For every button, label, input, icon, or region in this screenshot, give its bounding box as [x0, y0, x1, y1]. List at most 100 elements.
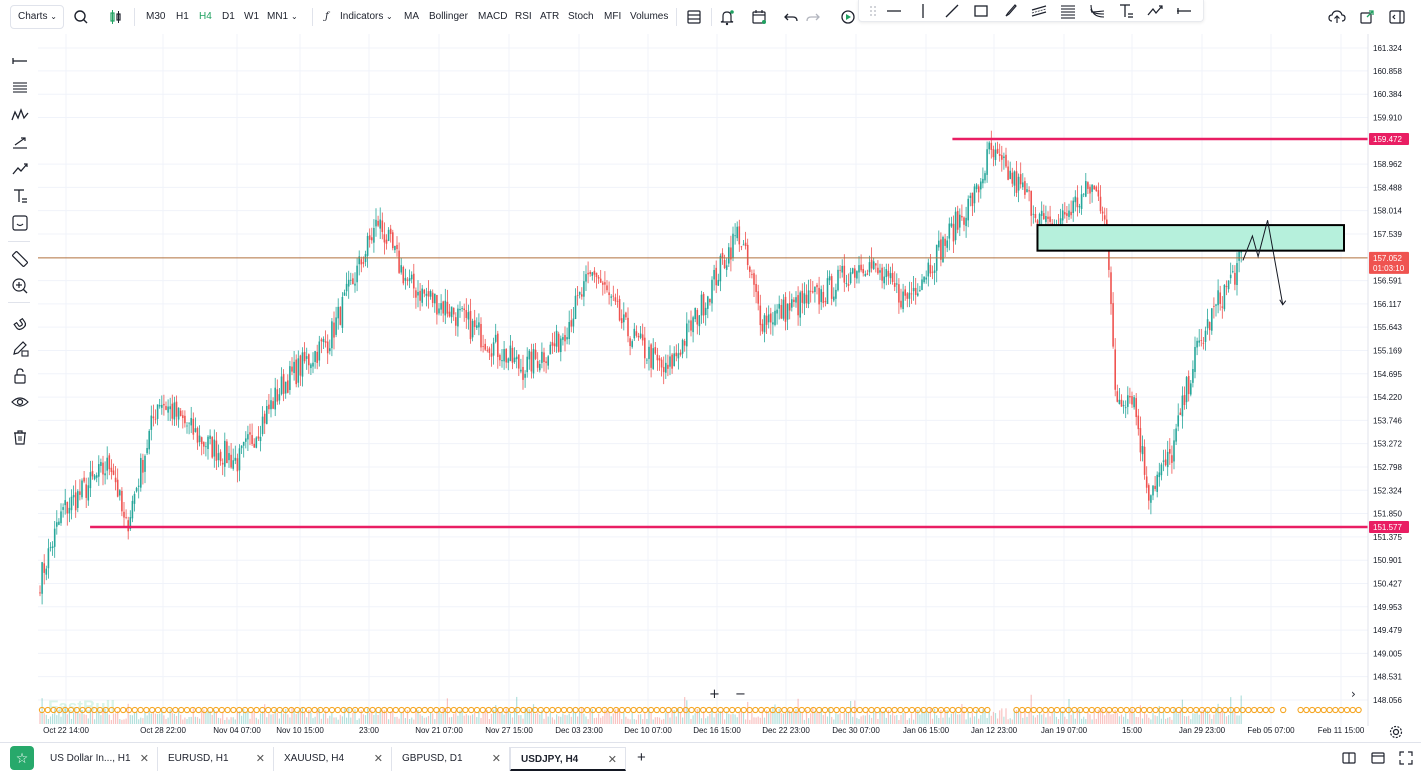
tab-eurusd[interactable]: EURUSD, H1 ✕ [158, 747, 274, 771]
trend-line-icon[interactable] [941, 0, 963, 22]
event-marker[interactable] [1042, 706, 1049, 714]
fullscreen-icon[interactable] [1398, 750, 1414, 766]
event-marker[interactable] [160, 706, 167, 714]
event-marker[interactable] [415, 706, 423, 714]
indicators-button[interactable]: Indicators [340, 11, 384, 22]
emoji-icon[interactable] [9, 212, 31, 234]
event-marker[interactable] [1256, 706, 1264, 714]
event-marker[interactable] [172, 706, 179, 714]
event-marker[interactable] [56, 706, 63, 714]
projection-path[interactable] [1242, 220, 1287, 306]
event-marker[interactable] [299, 706, 307, 714]
event-marker[interactable] [1169, 706, 1177, 714]
event-marker[interactable] [1048, 706, 1055, 714]
function-icon[interactable]: ƒ [325, 11, 329, 22]
event-marker[interactable] [1117, 706, 1124, 714]
rectangle-icon[interactable] [970, 0, 992, 22]
event-marker[interactable] [543, 706, 550, 714]
event-marker[interactable] [711, 706, 718, 714]
event-marker[interactable] [189, 706, 196, 714]
event-marker[interactable] [108, 706, 115, 714]
event-marker[interactable] [1314, 706, 1322, 714]
event-marker[interactable] [868, 706, 875, 714]
event-marker[interactable] [218, 706, 225, 714]
event-marker[interactable] [421, 706, 428, 714]
event-marker[interactable] [1193, 706, 1200, 714]
calendar-icon[interactable] [748, 6, 770, 28]
event-marker[interactable] [485, 706, 492, 714]
settings-gear-icon[interactable] [1388, 724, 1404, 740]
event-marker[interactable] [427, 706, 434, 714]
event-marker[interactable] [410, 706, 417, 714]
event-marker[interactable] [1082, 706, 1090, 714]
layout-split-icon[interactable] [1341, 750, 1357, 766]
event-marker[interactable] [1158, 706, 1165, 714]
charts-dropdown[interactable]: Charts ⌄ [10, 5, 64, 29]
event-marker[interactable] [787, 706, 794, 714]
event-marker[interactable] [827, 706, 834, 714]
event-marker[interactable] [984, 706, 991, 714]
event-marker[interactable] [526, 706, 533, 714]
event-marker[interactable] [404, 706, 411, 714]
event-marker[interactable] [241, 706, 249, 714]
event-marker[interactable] [566, 706, 573, 714]
event-marker[interactable] [502, 706, 510, 714]
close-icon[interactable]: ✕ [491, 753, 501, 765]
event-marker[interactable] [572, 706, 579, 714]
event-marker[interactable] [178, 706, 185, 714]
event-marker[interactable] [647, 706, 655, 714]
price-axis[interactable]: 161.324160.858160.384159.910158.962158.4… [1373, 44, 1402, 705]
event-marker[interactable] [1297, 706, 1304, 714]
event-marker[interactable] [700, 706, 707, 714]
window-icon[interactable] [1370, 750, 1386, 766]
event-marker[interactable] [1227, 706, 1235, 714]
indicator-ma[interactable]: MA [404, 11, 419, 22]
event-marker[interactable] [1053, 706, 1061, 714]
event-marker[interactable] [1262, 706, 1269, 714]
zoom-in-button[interactable]: + [709, 687, 720, 702]
event-marker[interactable] [1123, 706, 1130, 714]
event-marker[interactable] [1019, 706, 1026, 714]
event-marker[interactable] [386, 706, 394, 714]
event-marker[interactable] [1343, 706, 1351, 714]
event-marker[interactable] [50, 706, 57, 714]
event-marker[interactable] [1164, 706, 1171, 714]
chevron-down-icon[interactable]: ⌄ [291, 12, 298, 21]
event-marker[interactable] [1152, 706, 1159, 714]
event-marker[interactable] [1280, 706, 1287, 714]
event-marker[interactable] [943, 706, 950, 714]
event-marker[interactable] [462, 706, 469, 714]
event-marker[interactable] [972, 706, 979, 714]
timeframe-h1[interactable]: H1 [176, 11, 189, 22]
event-marker[interactable] [926, 706, 933, 714]
measure-icon[interactable] [1173, 0, 1195, 22]
chevron-down-icon[interactable]: ⌄ [386, 12, 393, 21]
event-marker[interactable] [723, 706, 730, 714]
price-chart[interactable]: FastBull 161.324160.858160.384159.910158… [38, 34, 1421, 726]
event-marker[interactable] [369, 706, 376, 714]
event-marker[interactable] [1245, 706, 1252, 714]
event-marker[interactable] [1030, 706, 1037, 714]
event-marker[interactable] [665, 706, 672, 714]
indicator-rsi[interactable]: RSI [515, 11, 532, 22]
event-marker[interactable] [589, 706, 597, 714]
close-icon[interactable]: ✕ [139, 753, 149, 765]
event-marker[interactable] [850, 706, 858, 714]
event-marker[interactable] [201, 706, 208, 714]
event-marker[interactable] [450, 706, 457, 714]
event-marker[interactable] [613, 706, 620, 714]
event-marker[interactable] [763, 706, 771, 714]
chevron-right-icon[interactable]: › [1351, 687, 1356, 701]
event-marker[interactable] [1146, 706, 1153, 714]
indicator-stoch[interactable]: Stoch [568, 11, 594, 22]
replay-icon[interactable] [837, 6, 859, 28]
event-marker[interactable] [1071, 706, 1078, 714]
event-marker[interactable] [363, 706, 370, 714]
event-marker[interactable] [317, 706, 324, 714]
event-marker[interactable] [125, 706, 133, 714]
event-marker[interactable] [653, 706, 660, 714]
event-marker[interactable] [433, 706, 440, 714]
event-marker[interactable] [44, 706, 51, 714]
event-marker[interactable] [734, 706, 742, 714]
event-marker[interactable] [537, 706, 544, 714]
